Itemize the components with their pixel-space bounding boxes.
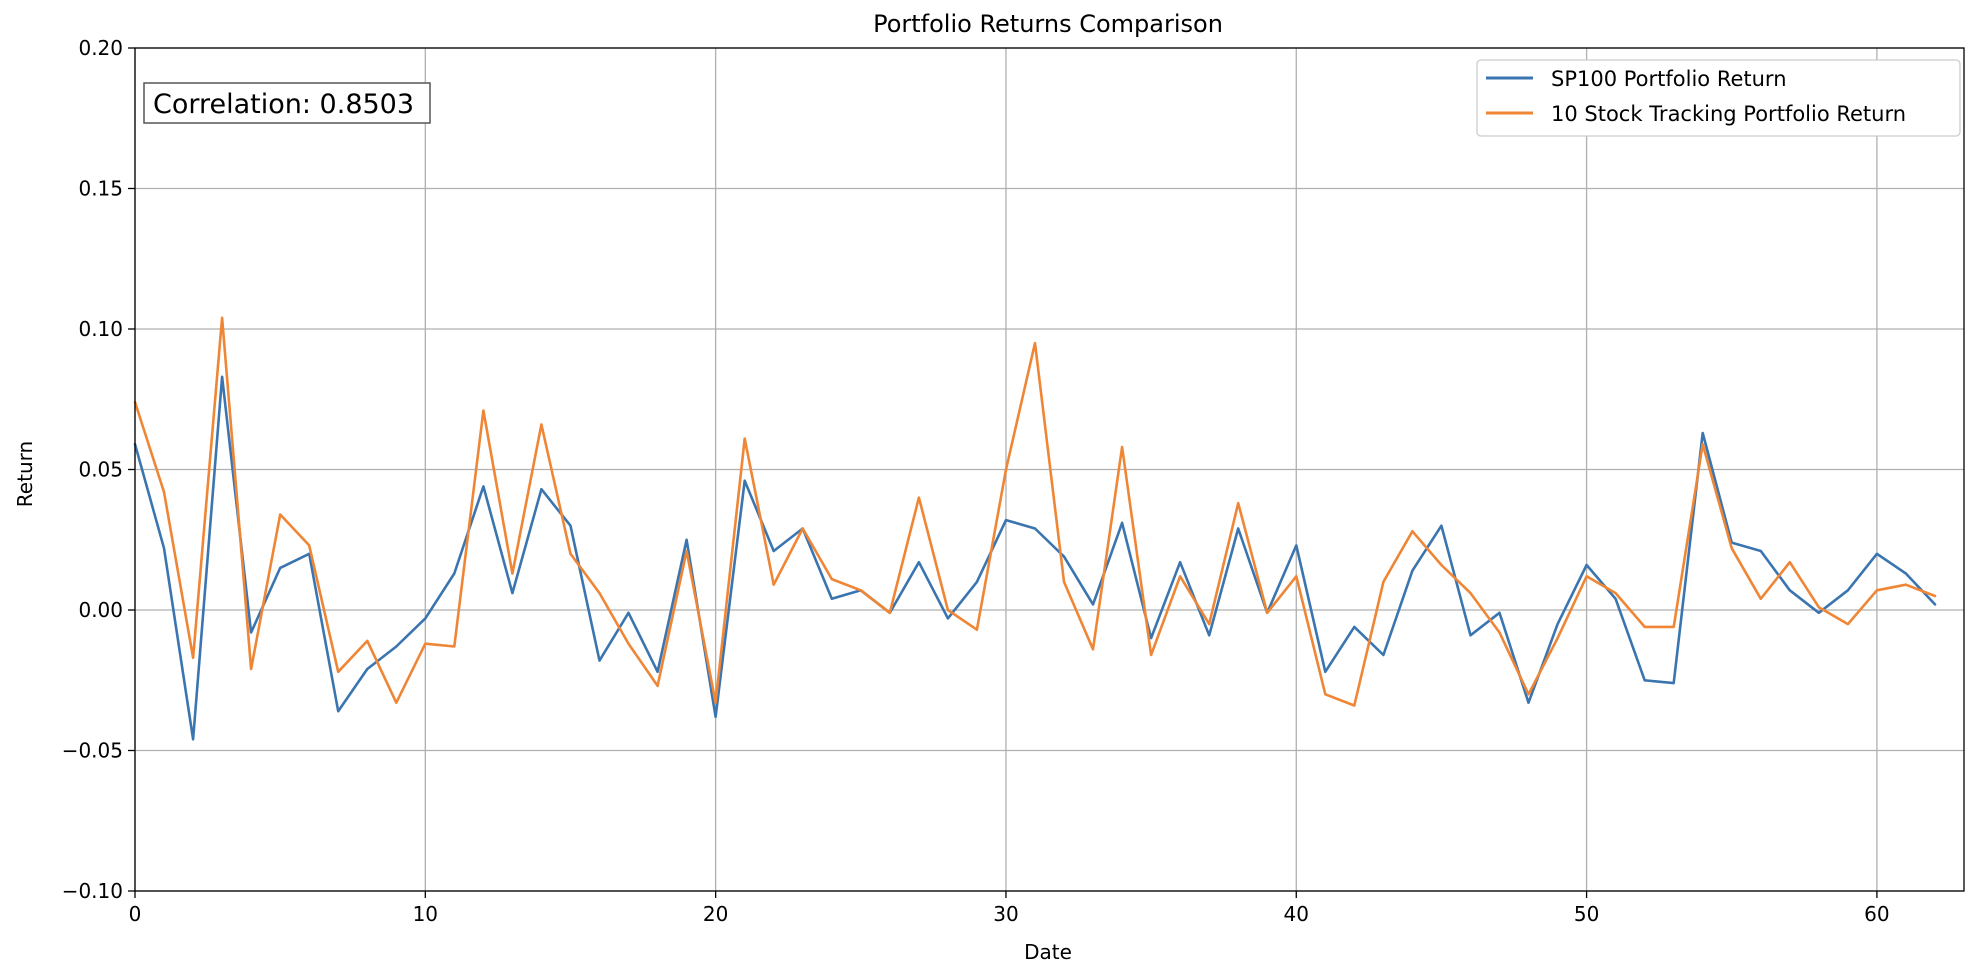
y-tick-label: −0.10 — [62, 879, 123, 903]
x-tick-label: 60 — [1864, 902, 1889, 926]
annotation-box — [143, 82, 431, 124]
x-tick-label: 30 — [993, 902, 1018, 926]
y-tick-label: 0.10 — [78, 317, 123, 341]
series-line-sp100 — [133, 375, 1937, 741]
y-axis-label: Return — [13, 441, 37, 507]
y-tick-label: 0.20 — [78, 36, 123, 60]
series-lines — [133, 316, 1937, 741]
legend-label-tracking: 10 Stock Tracking Portfolio Return — [1551, 102, 1906, 126]
annotation-text: Correlation: 0.8503 — [153, 89, 414, 120]
legend-label-sp100: SP100 Portfolio Return — [1551, 67, 1787, 91]
legend-frame — [1476, 59, 1961, 137]
series-line-tracking — [133, 316, 1937, 707]
legend: SP100 Portfolio Return 10 Stock Tracking… — [1476, 59, 1961, 137]
y-tick-label: 0.00 — [78, 598, 123, 622]
x-axis-label: Date — [1024, 940, 1072, 964]
x-tick-label: 20 — [703, 902, 728, 926]
axis-ticks: 0 10 20 30 40 50 60 −0.10 −0.05 0.00 0.05 0.10 0.15 0… — [62, 36, 1890, 926]
y-tick-label: 0.15 — [78, 177, 123, 201]
x-tick-label: 50 — [1574, 902, 1599, 926]
x-tick-label: 10 — [413, 902, 438, 926]
x-tick-label: 40 — [1284, 902, 1309, 926]
x-tick-label: 0 — [129, 902, 142, 926]
y-tick-label: 0.05 — [78, 458, 123, 482]
y-tick-label: −0.05 — [62, 739, 123, 763]
correlation-annotation: Correlation: 0.8503 — [143, 82, 431, 124]
chart-title: Portfolio Returns Comparison — [873, 10, 1223, 38]
